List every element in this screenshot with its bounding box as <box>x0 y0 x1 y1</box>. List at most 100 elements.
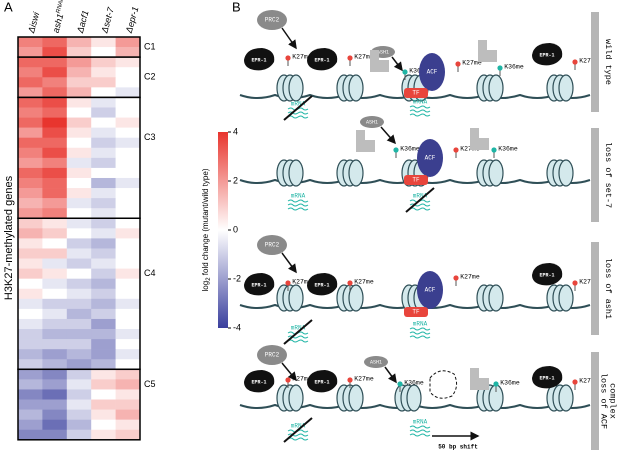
heatmap-cell <box>115 389 141 400</box>
heatmap-cell <box>115 248 141 259</box>
heatmap-cell <box>66 147 92 159</box>
mrna-wave <box>409 327 431 331</box>
ash1-complex <box>470 368 489 390</box>
heatmap-cell <box>18 318 43 330</box>
prc2 <box>257 235 287 255</box>
heatmap-cell <box>66 268 92 279</box>
heatmap-cell <box>42 248 68 259</box>
heatmap-cell <box>66 288 92 300</box>
group <box>546 284 574 312</box>
heatmap-cell <box>91 389 116 400</box>
methyl-mark <box>393 147 399 153</box>
mrna-wave <box>409 429 431 433</box>
heatmap-cell <box>18 409 43 420</box>
heatmap-cell <box>18 188 43 199</box>
displaced-nucleosome <box>429 370 458 399</box>
heatmap-cell <box>66 117 92 128</box>
shift-label: 50 bp shift <box>438 444 478 451</box>
heatmap-cell <box>91 349 116 360</box>
heatmap-cell <box>91 359 116 370</box>
heatmap-cell <box>66 429 92 441</box>
panel-label: A <box>4 0 13 14</box>
histone-mark-label: K27me <box>579 58 599 65</box>
methyl-mark <box>493 381 499 387</box>
heatmap-cell <box>66 188 92 199</box>
heatmap-cell <box>18 278 43 290</box>
heatmap-cell <box>42 198 68 209</box>
group <box>336 74 364 102</box>
histone-mark-label: K36me <box>504 64 524 71</box>
heatmap-cell <box>42 389 68 400</box>
column-header-text: Δacf1 <box>75 9 91 35</box>
prc2-label: PRC2 <box>265 17 280 24</box>
histone-mark-label: K27me <box>354 279 374 286</box>
heatmap-cell <box>18 147 43 159</box>
heatmap-cell <box>91 87 116 98</box>
heatmap-cell <box>91 218 116 229</box>
ash1-label: ASH1 <box>370 359 382 365</box>
heatmap-cell <box>42 37 68 48</box>
column-header: Δepr-1 <box>124 6 141 36</box>
condition-label: loss of ACF <box>598 373 608 429</box>
epr1-label: EPR-1 <box>251 282 266 288</box>
heatmap-cell <box>18 258 43 269</box>
heatmap-cell <box>42 258 68 269</box>
histone-mark-label: K27me <box>579 378 599 385</box>
colorbar-label-part: fold change (mutant/wild type) <box>201 168 210 277</box>
heatmap-cell <box>66 107 92 118</box>
colorbar-tick-label: 4 <box>233 126 238 136</box>
heatmap-cell <box>18 419 43 431</box>
tf-label: TF <box>412 177 420 184</box>
heatmap-cell <box>18 359 43 370</box>
heatmap-cell <box>91 369 116 380</box>
epr1 <box>244 370 275 393</box>
heatmap-cell <box>66 67 92 78</box>
nucleosome-disk <box>288 159 304 187</box>
heatmap-cell <box>42 318 68 330</box>
heatmap-cell <box>66 228 92 239</box>
heatmap-cell <box>115 339 141 350</box>
heatmap-cell <box>115 37 141 48</box>
methyl-mark <box>347 377 353 383</box>
methyl-mark <box>285 280 291 286</box>
methyl-mark <box>572 59 578 65</box>
epr1 <box>244 273 275 296</box>
heatmap-cell <box>42 107 68 118</box>
heatmap-cell <box>42 157 68 169</box>
prc2-label: PRC2 <box>265 242 280 249</box>
epr1 <box>244 48 275 71</box>
column-header-text: ash1 <box>51 13 66 34</box>
mrna-label: mRNA <box>413 193 428 200</box>
colorbar-label: log2 fold change (mutant/wild type) <box>201 168 211 291</box>
column-header: ash1RNAi <box>50 0 69 34</box>
heatmap-cell <box>66 308 92 320</box>
cluster-label: C5 <box>144 379 156 389</box>
mrna-wave <box>409 335 431 339</box>
mrna-wave <box>409 207 431 211</box>
heatmap-cell <box>66 298 92 310</box>
heatmap-cell <box>18 57 43 68</box>
heatmap-cell <box>115 67 141 78</box>
heatmap-cell <box>91 37 116 48</box>
tf <box>404 307 428 317</box>
heatmap-cell <box>66 329 92 340</box>
heatmap-cell <box>91 77 116 88</box>
heatmap-cell <box>18 37 43 48</box>
heatmap-cell <box>115 117 141 128</box>
repression-line <box>405 187 435 213</box>
heatmap-cell <box>42 379 68 390</box>
heatmap-cell <box>66 198 92 209</box>
group <box>476 284 504 312</box>
heatmap-cell <box>91 238 116 249</box>
mrna-wave <box>409 105 431 109</box>
ash1-complex <box>470 128 489 150</box>
heatmap-cell <box>66 157 92 169</box>
heatmap-cell <box>18 208 43 219</box>
heatmap-cell <box>42 137 68 149</box>
epr1-label: EPR-1 <box>314 379 329 385</box>
methyl-mark <box>572 379 578 385</box>
nucleosome-disk <box>348 384 364 412</box>
mrna-label: mRNA <box>291 101 306 108</box>
heatmap-cell <box>42 177 68 189</box>
